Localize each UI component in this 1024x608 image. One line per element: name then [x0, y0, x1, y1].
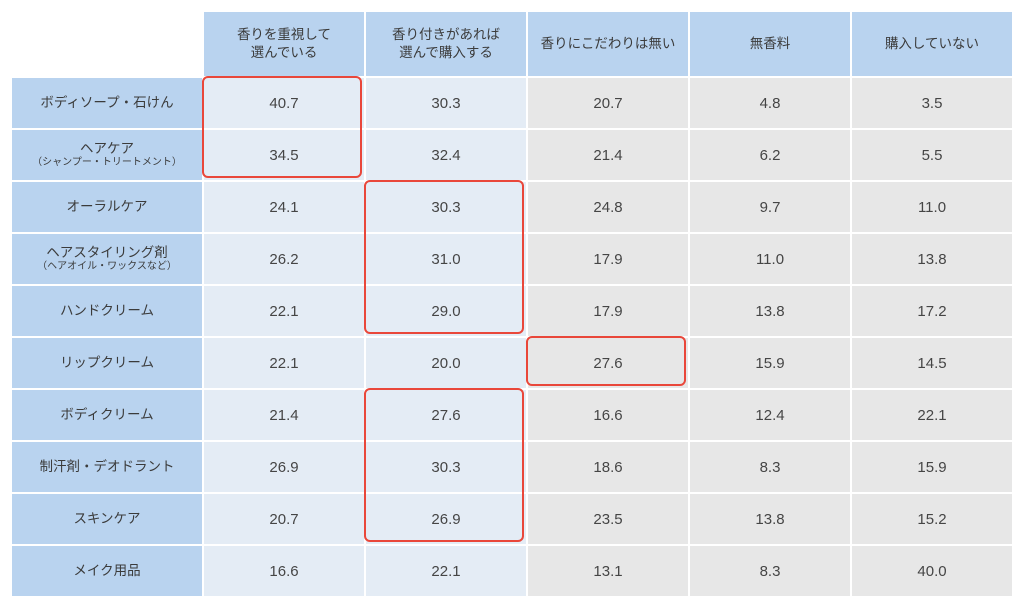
row-header-6: ボディクリーム	[12, 390, 202, 440]
cell-r4-c4: 17.2	[852, 286, 1012, 336]
cell-r8-c2: 23.5	[528, 494, 688, 544]
row-header-8: スキンケア	[12, 494, 202, 544]
cell-r6-c3: 12.4	[690, 390, 850, 440]
cell-r3-c1: 31.0	[366, 234, 526, 284]
cell-r2-c1: 30.3	[366, 182, 526, 232]
cell-r9-c3: 8.3	[690, 546, 850, 596]
cell-r7-c3: 8.3	[690, 442, 850, 492]
cell-r1-c1: 32.4	[366, 130, 526, 180]
cell-r1-c2: 21.4	[528, 130, 688, 180]
cell-r0-c1: 30.3	[366, 78, 526, 128]
cell-r5-c4: 14.5	[852, 338, 1012, 388]
corner-cell	[12, 12, 202, 76]
row-header-0: ボディソープ・石けん	[12, 78, 202, 128]
row-header-label: ボディクリーム	[60, 407, 153, 422]
cell-r0-c3: 4.8	[690, 78, 850, 128]
row-header-label: ボディソープ・石けん	[40, 95, 173, 110]
row-header-label: ハンドクリーム	[60, 303, 154, 318]
row-header-2: オーラルケア	[12, 182, 202, 232]
cell-r9-c4: 40.0	[852, 546, 1012, 596]
cell-r7-c0: 26.9	[204, 442, 364, 492]
cell-r5-c1: 20.0	[366, 338, 526, 388]
cell-r0-c2: 20.7	[528, 78, 688, 128]
cell-r2-c4: 11.0	[852, 182, 1012, 232]
cell-r8-c1: 26.9	[366, 494, 526, 544]
cell-r1-c4: 5.5	[852, 130, 1012, 180]
cell-r6-c0: 21.4	[204, 390, 364, 440]
cell-r3-c0: 26.2	[204, 234, 364, 284]
col-header-4: 購入していない	[852, 12, 1012, 76]
cell-r7-c2: 18.6	[528, 442, 688, 492]
cell-r8-c0: 20.7	[204, 494, 364, 544]
cell-r0-c0: 40.7	[204, 78, 364, 128]
cell-r3-c2: 17.9	[528, 234, 688, 284]
cell-r4-c0: 22.1	[204, 286, 364, 336]
cell-r4-c1: 29.0	[366, 286, 526, 336]
row-header-label: ヘアケア	[80, 141, 134, 156]
cell-r2-c0: 24.1	[204, 182, 364, 232]
cell-r1-c0: 34.5	[204, 130, 364, 180]
row-header-label: ヘアスタイリング剤	[46, 245, 168, 260]
row-header-5: リップクリーム	[12, 338, 202, 388]
cell-r4-c3: 13.8	[690, 286, 850, 336]
cell-r0-c4: 3.5	[852, 78, 1012, 128]
cell-r1-c3: 6.2	[690, 130, 850, 180]
row-header-7: 制汗剤・デオドラント	[12, 442, 202, 492]
cell-r2-c3: 9.7	[690, 182, 850, 232]
cell-r6-c4: 22.1	[852, 390, 1012, 440]
col-header-0: 香りを重視して選んでいる	[204, 12, 364, 76]
col-header-3: 無香料	[690, 12, 850, 76]
cell-r2-c2: 24.8	[528, 182, 688, 232]
survey-table-container: 香りを重視して選んでいる香り付きがあれば選んで購入する香りにこだわりは無い無香料…	[10, 10, 1014, 598]
cell-r4-c2: 17.9	[528, 286, 688, 336]
row-header-9: メイク用品	[12, 546, 202, 596]
row-header-4: ハンドクリーム	[12, 286, 202, 336]
cell-r7-c1: 30.3	[366, 442, 526, 492]
cell-r9-c2: 13.1	[528, 546, 688, 596]
row-header-label: スキンケア	[73, 511, 140, 526]
row-header-sublabel: （ヘアオイル・ワックスなど）	[12, 261, 202, 273]
row-header-label: メイク用品	[73, 563, 140, 578]
col-header-1: 香り付きがあれば選んで購入する	[366, 12, 526, 76]
row-header-1: ヘアケア（シャンプー・トリートメント）	[12, 130, 202, 180]
cell-r5-c0: 22.1	[204, 338, 364, 388]
cell-r5-c3: 15.9	[690, 338, 850, 388]
cell-r3-c4: 13.8	[852, 234, 1012, 284]
row-header-3: ヘアスタイリング剤（ヘアオイル・ワックスなど）	[12, 234, 202, 284]
col-header-2: 香りにこだわりは無い	[528, 12, 688, 76]
row-header-label: リップクリーム	[60, 355, 154, 370]
cell-r6-c1: 27.6	[366, 390, 526, 440]
cell-r8-c3: 13.8	[690, 494, 850, 544]
row-header-label: オーラルケア	[67, 199, 148, 214]
row-header-label: 制汗剤・デオドラント	[40, 459, 175, 474]
survey-table: 香りを重視して選んでいる香り付きがあれば選んで購入する香りにこだわりは無い無香料…	[10, 10, 1014, 598]
row-header-sublabel: （シャンプー・トリートメント）	[12, 157, 202, 169]
cell-r9-c1: 22.1	[366, 546, 526, 596]
cell-r9-c0: 16.6	[204, 546, 364, 596]
cell-r5-c2: 27.6	[528, 338, 688, 388]
cell-r8-c4: 15.2	[852, 494, 1012, 544]
cell-r6-c2: 16.6	[528, 390, 688, 440]
cell-r3-c3: 11.0	[690, 234, 850, 284]
cell-r7-c4: 15.9	[852, 442, 1012, 492]
